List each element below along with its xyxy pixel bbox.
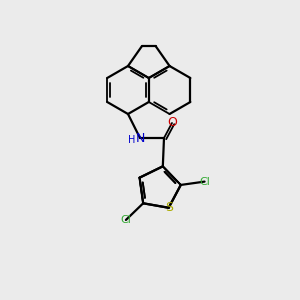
Text: Cl: Cl: [121, 215, 131, 225]
Text: Cl: Cl: [199, 177, 210, 187]
Text: O: O: [167, 116, 177, 130]
Text: H: H: [128, 135, 136, 145]
Text: S: S: [165, 201, 172, 214]
Text: N: N: [135, 131, 145, 145]
